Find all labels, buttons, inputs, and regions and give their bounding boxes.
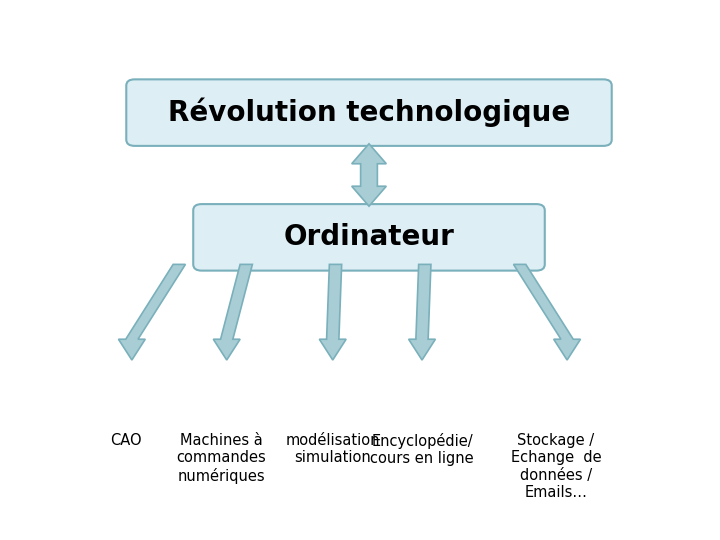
- FancyBboxPatch shape: [193, 204, 545, 271]
- Text: Ordinateur: Ordinateur: [284, 224, 454, 251]
- Polygon shape: [409, 265, 436, 360]
- Polygon shape: [213, 265, 253, 360]
- Polygon shape: [119, 265, 186, 360]
- Polygon shape: [320, 265, 346, 360]
- Text: Machines à
commandes
numériques: Machines à commandes numériques: [176, 433, 266, 484]
- Text: Encyclopédie/
cours en ligne: Encyclopédie/ cours en ligne: [370, 433, 474, 466]
- Polygon shape: [351, 144, 387, 206]
- FancyBboxPatch shape: [126, 79, 612, 146]
- Text: Révolution technologique: Révolution technologique: [168, 98, 570, 127]
- Text: modélisation
simulation: modélisation simulation: [285, 433, 380, 465]
- Polygon shape: [513, 265, 580, 360]
- Text: Stockage /
Echange  de
données /
Emails…: Stockage / Echange de données / Emails…: [510, 433, 601, 500]
- Text: CAO: CAO: [110, 433, 142, 448]
